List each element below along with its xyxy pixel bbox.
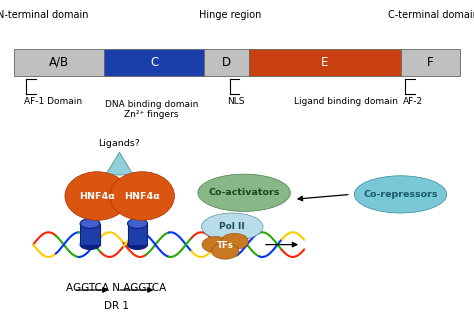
Bar <box>401 49 460 76</box>
Polygon shape <box>106 152 133 175</box>
Text: TFs: TFs <box>217 241 234 250</box>
Text: AF-2: AF-2 <box>403 97 423 106</box>
Ellipse shape <box>80 240 100 249</box>
Ellipse shape <box>198 174 290 212</box>
Text: C: C <box>150 56 158 69</box>
Text: D: D <box>222 56 231 69</box>
Text: DNA binding domain: DNA binding domain <box>105 100 198 110</box>
Text: AF-1 Domain: AF-1 Domain <box>24 97 82 106</box>
Text: Ligand binding domain: Ligand binding domain <box>294 97 398 106</box>
Text: NLS: NLS <box>228 97 245 106</box>
Ellipse shape <box>80 219 100 228</box>
Text: Ligands?: Ligands? <box>99 139 140 148</box>
Ellipse shape <box>201 213 263 240</box>
Text: F: F <box>427 56 433 69</box>
Text: E: E <box>321 56 328 69</box>
Text: HNF4α: HNF4α <box>124 191 160 201</box>
Ellipse shape <box>202 237 229 253</box>
Text: Pol II: Pol II <box>219 222 245 231</box>
Text: Hinge region: Hinge region <box>199 10 261 20</box>
Ellipse shape <box>221 233 248 249</box>
Text: N-terminal domain: N-terminal domain <box>0 10 89 20</box>
Ellipse shape <box>110 172 174 220</box>
Bar <box>104 49 204 76</box>
Ellipse shape <box>128 240 147 249</box>
Bar <box>14 49 104 76</box>
Text: Co-activators: Co-activators <box>209 188 280 197</box>
Text: AGGTCA N AGGTCA: AGGTCA N AGGTCA <box>66 283 166 293</box>
Bar <box>128 224 147 245</box>
Ellipse shape <box>65 172 129 220</box>
Ellipse shape <box>128 219 147 228</box>
Text: Co-repressors: Co-repressors <box>363 190 438 199</box>
Bar <box>249 49 401 76</box>
Text: A/B: A/B <box>49 56 69 69</box>
Ellipse shape <box>211 243 239 259</box>
Bar <box>204 49 249 76</box>
Text: HNF4α: HNF4α <box>79 191 115 201</box>
Text: DR 1: DR 1 <box>104 301 128 311</box>
Text: Zn²⁺ fingers: Zn²⁺ fingers <box>125 110 179 119</box>
Bar <box>80 224 100 245</box>
Text: C-terminal domain: C-terminal domain <box>388 10 474 20</box>
Ellipse shape <box>354 176 447 213</box>
